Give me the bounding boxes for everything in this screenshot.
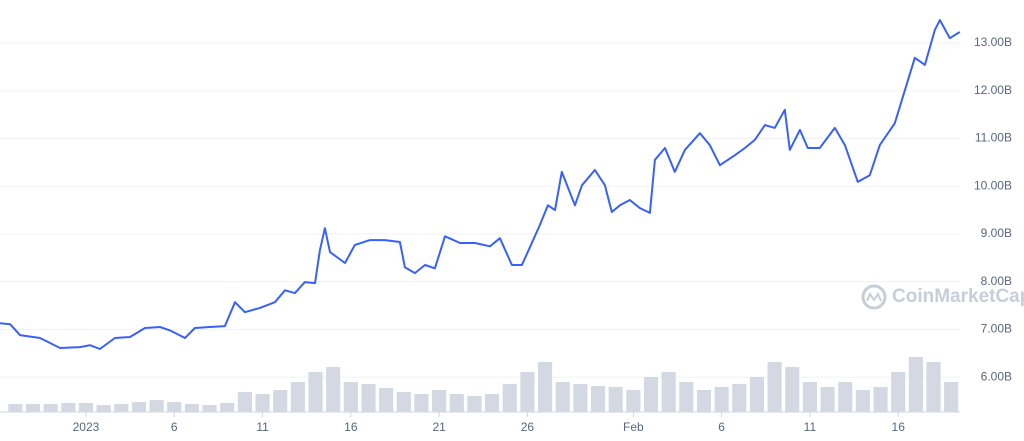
x-tick-label: Feb [623, 420, 644, 434]
volume-bar [696, 390, 712, 412]
volume-bar [555, 382, 570, 412]
volume-bar [767, 362, 782, 412]
y-tick-label: 8.00B [981, 274, 1012, 288]
x-tick-label: 2023 [73, 420, 100, 434]
volume-bar [590, 386, 606, 412]
x-tick-label: 21 [432, 420, 446, 434]
watermark: CoinMarketCap [861, 284, 1024, 310]
x-tick-label: 11 [256, 420, 269, 434]
volume-bar [838, 382, 853, 412]
volume-bar [538, 362, 553, 412]
volume-bar [96, 405, 111, 412]
volume-bar [25, 404, 41, 412]
volume-bar [131, 402, 147, 412]
volume-bar [432, 390, 447, 412]
volume-bar [926, 362, 941, 412]
volume-bar [202, 405, 217, 412]
volume-bar [78, 403, 94, 412]
volume-bar [661, 372, 676, 412]
volume-bar [343, 382, 358, 412]
volume-bar [502, 384, 517, 412]
x-tick-label: 6 [171, 420, 178, 434]
volume-bar [749, 377, 765, 412]
volume-bar [944, 382, 959, 412]
volume-bar [891, 372, 906, 412]
price-line [0, 19, 961, 350]
volume-bar [308, 372, 323, 412]
volume-bar [167, 402, 182, 412]
watermark-text: CoinMarketCap [892, 286, 1024, 307]
volume-bar [237, 392, 252, 412]
volume-bar [379, 388, 394, 412]
volume-bar [573, 384, 588, 412]
volume-bar [114, 404, 129, 412]
volume-bar [449, 394, 464, 412]
x-tick-label: 16 [344, 420, 358, 434]
y-tick-label: 6.00B [981, 369, 1012, 383]
volume-bar [873, 387, 888, 412]
x-tick-label: 11 [804, 420, 817, 434]
y-tick-label: 12.00B [974, 83, 1012, 97]
volume-bar [361, 384, 376, 412]
volume-bar [467, 396, 482, 412]
volume-bar [396, 392, 411, 412]
y-tick-label: 10.00B [974, 178, 1012, 192]
volume-bar [820, 387, 835, 412]
volume-bar [785, 367, 800, 412]
y-tick-label: 11.00B [975, 131, 1012, 145]
plot: 6.00B 7.00B 8.00B 9.00B 10.00B 11.00B 12.00B 13… [0, 19, 1012, 434]
x-tick-label: 6 [718, 420, 725, 434]
volume-bar [149, 400, 164, 412]
volume-bar [220, 403, 235, 412]
volume-bar [626, 390, 641, 412]
volume-bar [43, 404, 58, 412]
volume-bar [273, 390, 288, 412]
volume-bar [732, 384, 747, 412]
volume-bar [8, 404, 23, 412]
x-tick-label: 26 [521, 420, 535, 434]
volume-bar [520, 372, 535, 412]
volume-bar [802, 382, 817, 412]
y-tick-label: 13.00B [974, 35, 1012, 49]
volume-bar [643, 377, 659, 412]
volume-bar [485, 394, 500, 412]
volume-bar [608, 387, 623, 412]
volume-bar [61, 403, 76, 412]
y-tick-label: 7.00B [981, 322, 1012, 336]
x-tick-label: 16 [892, 420, 906, 434]
volume-bar [855, 390, 870, 412]
volume-bar [714, 387, 729, 412]
volume-bar [908, 357, 923, 412]
volume-bar [679, 382, 694, 412]
volume-bar [255, 394, 270, 412]
volume-bar [184, 404, 199, 412]
volume-bar [414, 394, 429, 412]
volume-bar [290, 382, 305, 412]
y-tick-label: 9.00B [981, 226, 1012, 240]
volume-bar [326, 367, 341, 412]
